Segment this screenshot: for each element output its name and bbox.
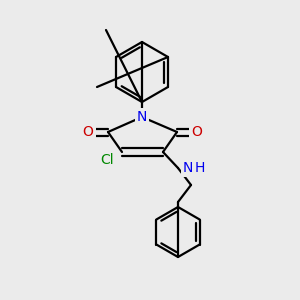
Text: N: N bbox=[183, 161, 194, 175]
Text: N: N bbox=[137, 110, 147, 124]
Text: O: O bbox=[82, 125, 93, 139]
Text: Cl: Cl bbox=[100, 153, 114, 167]
Text: H: H bbox=[195, 161, 206, 175]
Text: O: O bbox=[192, 125, 203, 139]
